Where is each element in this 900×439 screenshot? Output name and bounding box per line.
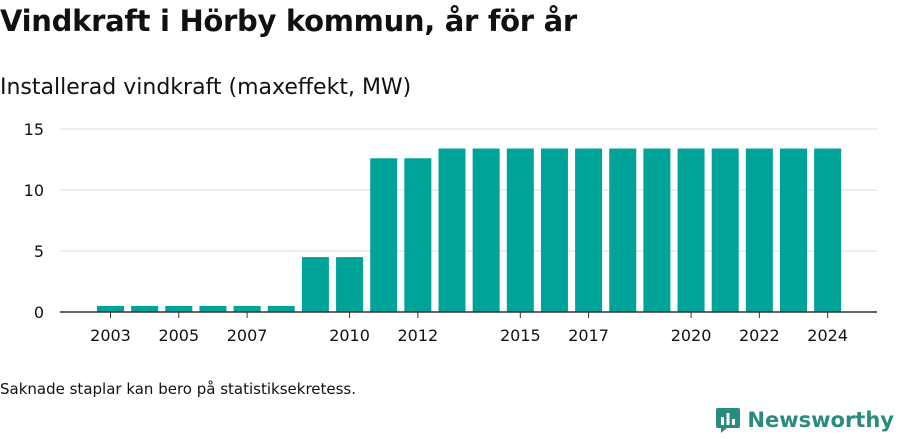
bar xyxy=(540,148,568,312)
bar xyxy=(472,148,500,312)
bars xyxy=(97,148,842,312)
y-tick-label: 5 xyxy=(34,242,44,261)
bar xyxy=(609,148,637,312)
bar xyxy=(814,148,842,312)
x-tick-label: 2024 xyxy=(807,326,848,345)
chart-subtitle: Installerad vindkraft (maxeffekt, MW) xyxy=(0,75,412,100)
brand-name: Newsworthy xyxy=(747,408,894,432)
x-tick-label: 2015 xyxy=(500,326,541,345)
bar xyxy=(165,305,193,312)
y-tick-label: 10 xyxy=(24,181,44,200)
bar xyxy=(575,148,603,312)
footnote: Saknade staplar kan bero på statistiksek… xyxy=(0,380,357,398)
x-tick-label: 2005 xyxy=(158,326,199,345)
axes: 0 5 10 15 2003 2005 2007 2010 2012 2015 2017 2020 20… xyxy=(24,120,877,345)
x-tick-label: 2003 xyxy=(90,326,131,345)
bar xyxy=(711,148,739,312)
x-tick-label: 2017 xyxy=(568,326,609,345)
bar xyxy=(370,158,398,312)
bar xyxy=(97,305,124,312)
gridlines xyxy=(60,128,877,252)
bar xyxy=(267,305,295,312)
x-tick-label: 2022 xyxy=(739,326,780,345)
y-tick-label: 15 xyxy=(24,120,44,139)
bar xyxy=(233,305,261,312)
bar-chart: 0 5 10 15 2003 2005 2007 2010 2012 2015 2017 2020 20… xyxy=(24,120,877,345)
bar xyxy=(404,158,432,312)
bar xyxy=(438,148,466,312)
bar xyxy=(131,305,159,312)
bar xyxy=(336,257,364,312)
x-tick-label: 2020 xyxy=(671,326,712,345)
newsworthy-logo-icon xyxy=(716,408,741,433)
y-tick-label: 0 xyxy=(34,303,44,322)
bar xyxy=(199,305,227,312)
bar xyxy=(301,257,329,312)
bar xyxy=(745,148,773,312)
bar xyxy=(780,148,807,312)
chart-title: Vindkraft i Hörby kommun, år för år xyxy=(0,4,577,38)
bar xyxy=(506,148,534,312)
brand-logo: Newsworthy xyxy=(715,406,894,434)
x-tick-label: 2010 xyxy=(329,326,370,345)
x-tick-label: 2012 xyxy=(397,326,438,345)
x-tick-label: 2007 xyxy=(227,326,268,345)
bar xyxy=(677,148,705,312)
bar xyxy=(643,148,671,312)
